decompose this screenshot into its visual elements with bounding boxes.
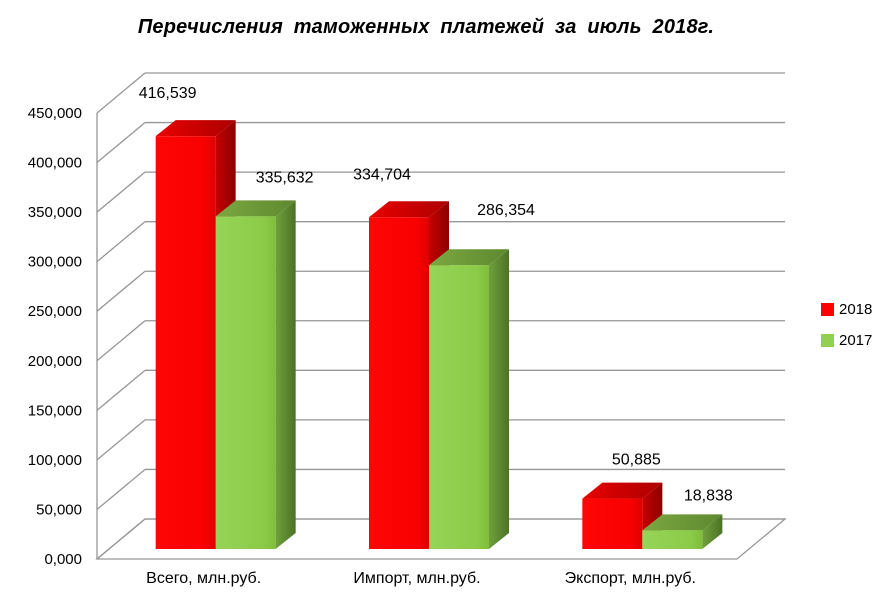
y-axis-tick-label: 400,000 bbox=[28, 155, 82, 172]
bar-2017-2 bbox=[642, 530, 703, 549]
bar-2017-0 bbox=[215, 216, 276, 550]
bar-2017-0-top bbox=[215, 200, 296, 217]
data-label-2017-1: 286,354 bbox=[477, 202, 535, 219]
y-axis-tick-label: 200,000 bbox=[28, 353, 82, 370]
y-axis-tick-label: 250,000 bbox=[28, 303, 82, 320]
legend-label-2018: 2018 bbox=[839, 301, 873, 318]
gridline-side-wall bbox=[96, 221, 146, 263]
x-axis-category-label: Всего, млн.руб. bbox=[146, 570, 261, 587]
bar-2018-2-top bbox=[582, 482, 663, 499]
gridline-side-wall bbox=[96, 468, 146, 510]
bar-2017-1-side bbox=[489, 249, 509, 549]
y-axis-tick-label: 300,000 bbox=[28, 254, 82, 271]
gridline-side-wall bbox=[96, 270, 146, 312]
bar-2017-1-top bbox=[429, 249, 509, 266]
data-label-2018-1: 334,704 bbox=[353, 166, 411, 183]
bar-2018-0 bbox=[155, 136, 216, 549]
bar-2018-1 bbox=[369, 217, 429, 549]
gridline-side-wall bbox=[96, 320, 146, 362]
data-label-2018-0: 416,539 bbox=[139, 85, 197, 102]
data-label-2018-2: 50,885 bbox=[612, 452, 661, 469]
legend-swatch-2018-icon bbox=[821, 303, 834, 316]
gridline-side-wall bbox=[96, 518, 146, 560]
bar-2017-0-side bbox=[275, 200, 296, 550]
chart-title: Перечисления таможенных платежей за июль… bbox=[137, 16, 715, 38]
y-axis-tick-label: 150,000 bbox=[28, 402, 82, 419]
x-axis-category-label: Импорт, млн.руб. bbox=[353, 570, 480, 587]
bar-2017-1 bbox=[429, 265, 489, 549]
data-label-2017-0: 335,632 bbox=[256, 169, 314, 186]
bar-2017-2-top bbox=[642, 514, 723, 531]
legend-swatch-2017-icon bbox=[821, 334, 834, 347]
gridline-side-wall bbox=[96, 369, 146, 411]
gridline-side-wall bbox=[96, 122, 146, 164]
y-axis-tick-label: 450,000 bbox=[28, 105, 82, 122]
gridline-side-wall bbox=[96, 419, 146, 461]
bar-2018-2 bbox=[582, 498, 643, 549]
bar-2018-0-top bbox=[155, 120, 236, 137]
legend-item-2018: 2018 bbox=[821, 302, 872, 317]
bar-2017-2-side bbox=[702, 514, 723, 549]
gridline-side-wall bbox=[96, 171, 146, 213]
y-axis-tick-label: 100,000 bbox=[28, 452, 82, 469]
bar-2018-1-top bbox=[369, 201, 449, 218]
legend-item-2017: 2017 bbox=[821, 333, 872, 348]
x-axis-category-label: Экспорт, млн.руб. bbox=[565, 570, 696, 587]
y-axis-tick-label: 350,000 bbox=[28, 204, 82, 221]
gridline-side-wall bbox=[96, 72, 146, 114]
legend-label-2017: 2017 bbox=[839, 332, 873, 349]
y-axis-tick-label: 0,000 bbox=[44, 551, 82, 568]
side-wall bbox=[97, 73, 145, 559]
data-label-2017-2: 18,838 bbox=[684, 487, 733, 504]
legend: 2018 2017 bbox=[821, 302, 872, 348]
y-axis-tick-label: 50,000 bbox=[36, 501, 82, 518]
